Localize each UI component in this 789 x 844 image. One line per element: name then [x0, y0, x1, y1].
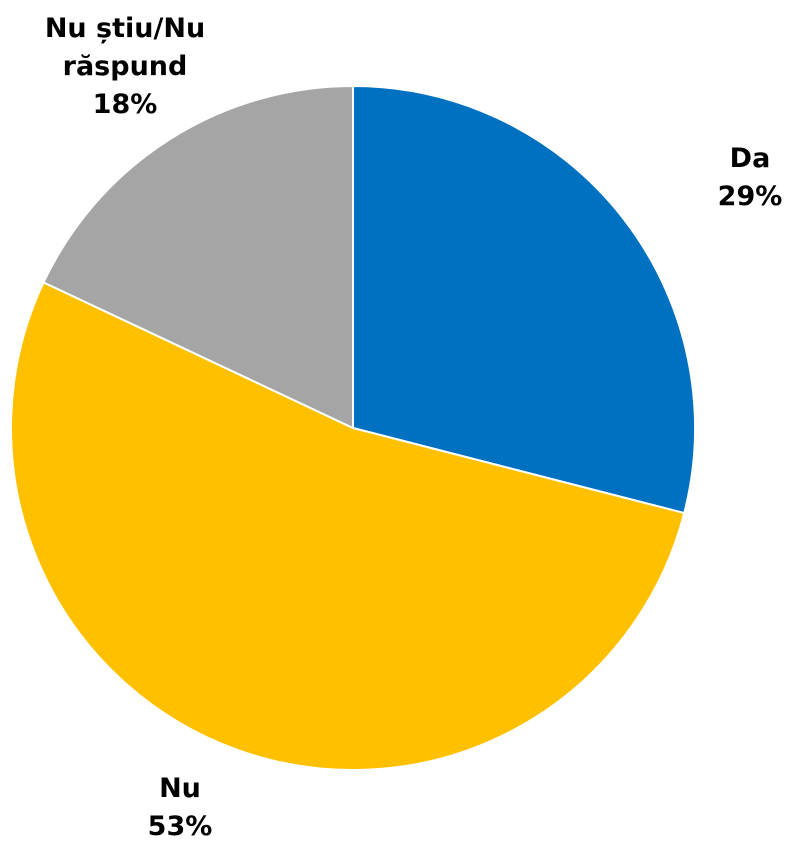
category-label: Da — [729, 143, 771, 174]
pie-slice — [42, 84, 354, 430]
value-label: 29% — [717, 181, 783, 212]
slice-label: Nu știu/Nu răspund 18% — [20, 10, 230, 124]
pie-slice — [352, 84, 696, 515]
category-label: Nu știu/Nu răspund — [44, 13, 206, 82]
slice-label: Da 29% — [680, 140, 789, 216]
value-label: 53% — [147, 811, 213, 842]
pie-slice — [10, 281, 686, 771]
slice-label: Nu 53% — [110, 770, 250, 844]
category-label: Nu — [159, 773, 201, 804]
value-label: 18% — [92, 89, 158, 120]
